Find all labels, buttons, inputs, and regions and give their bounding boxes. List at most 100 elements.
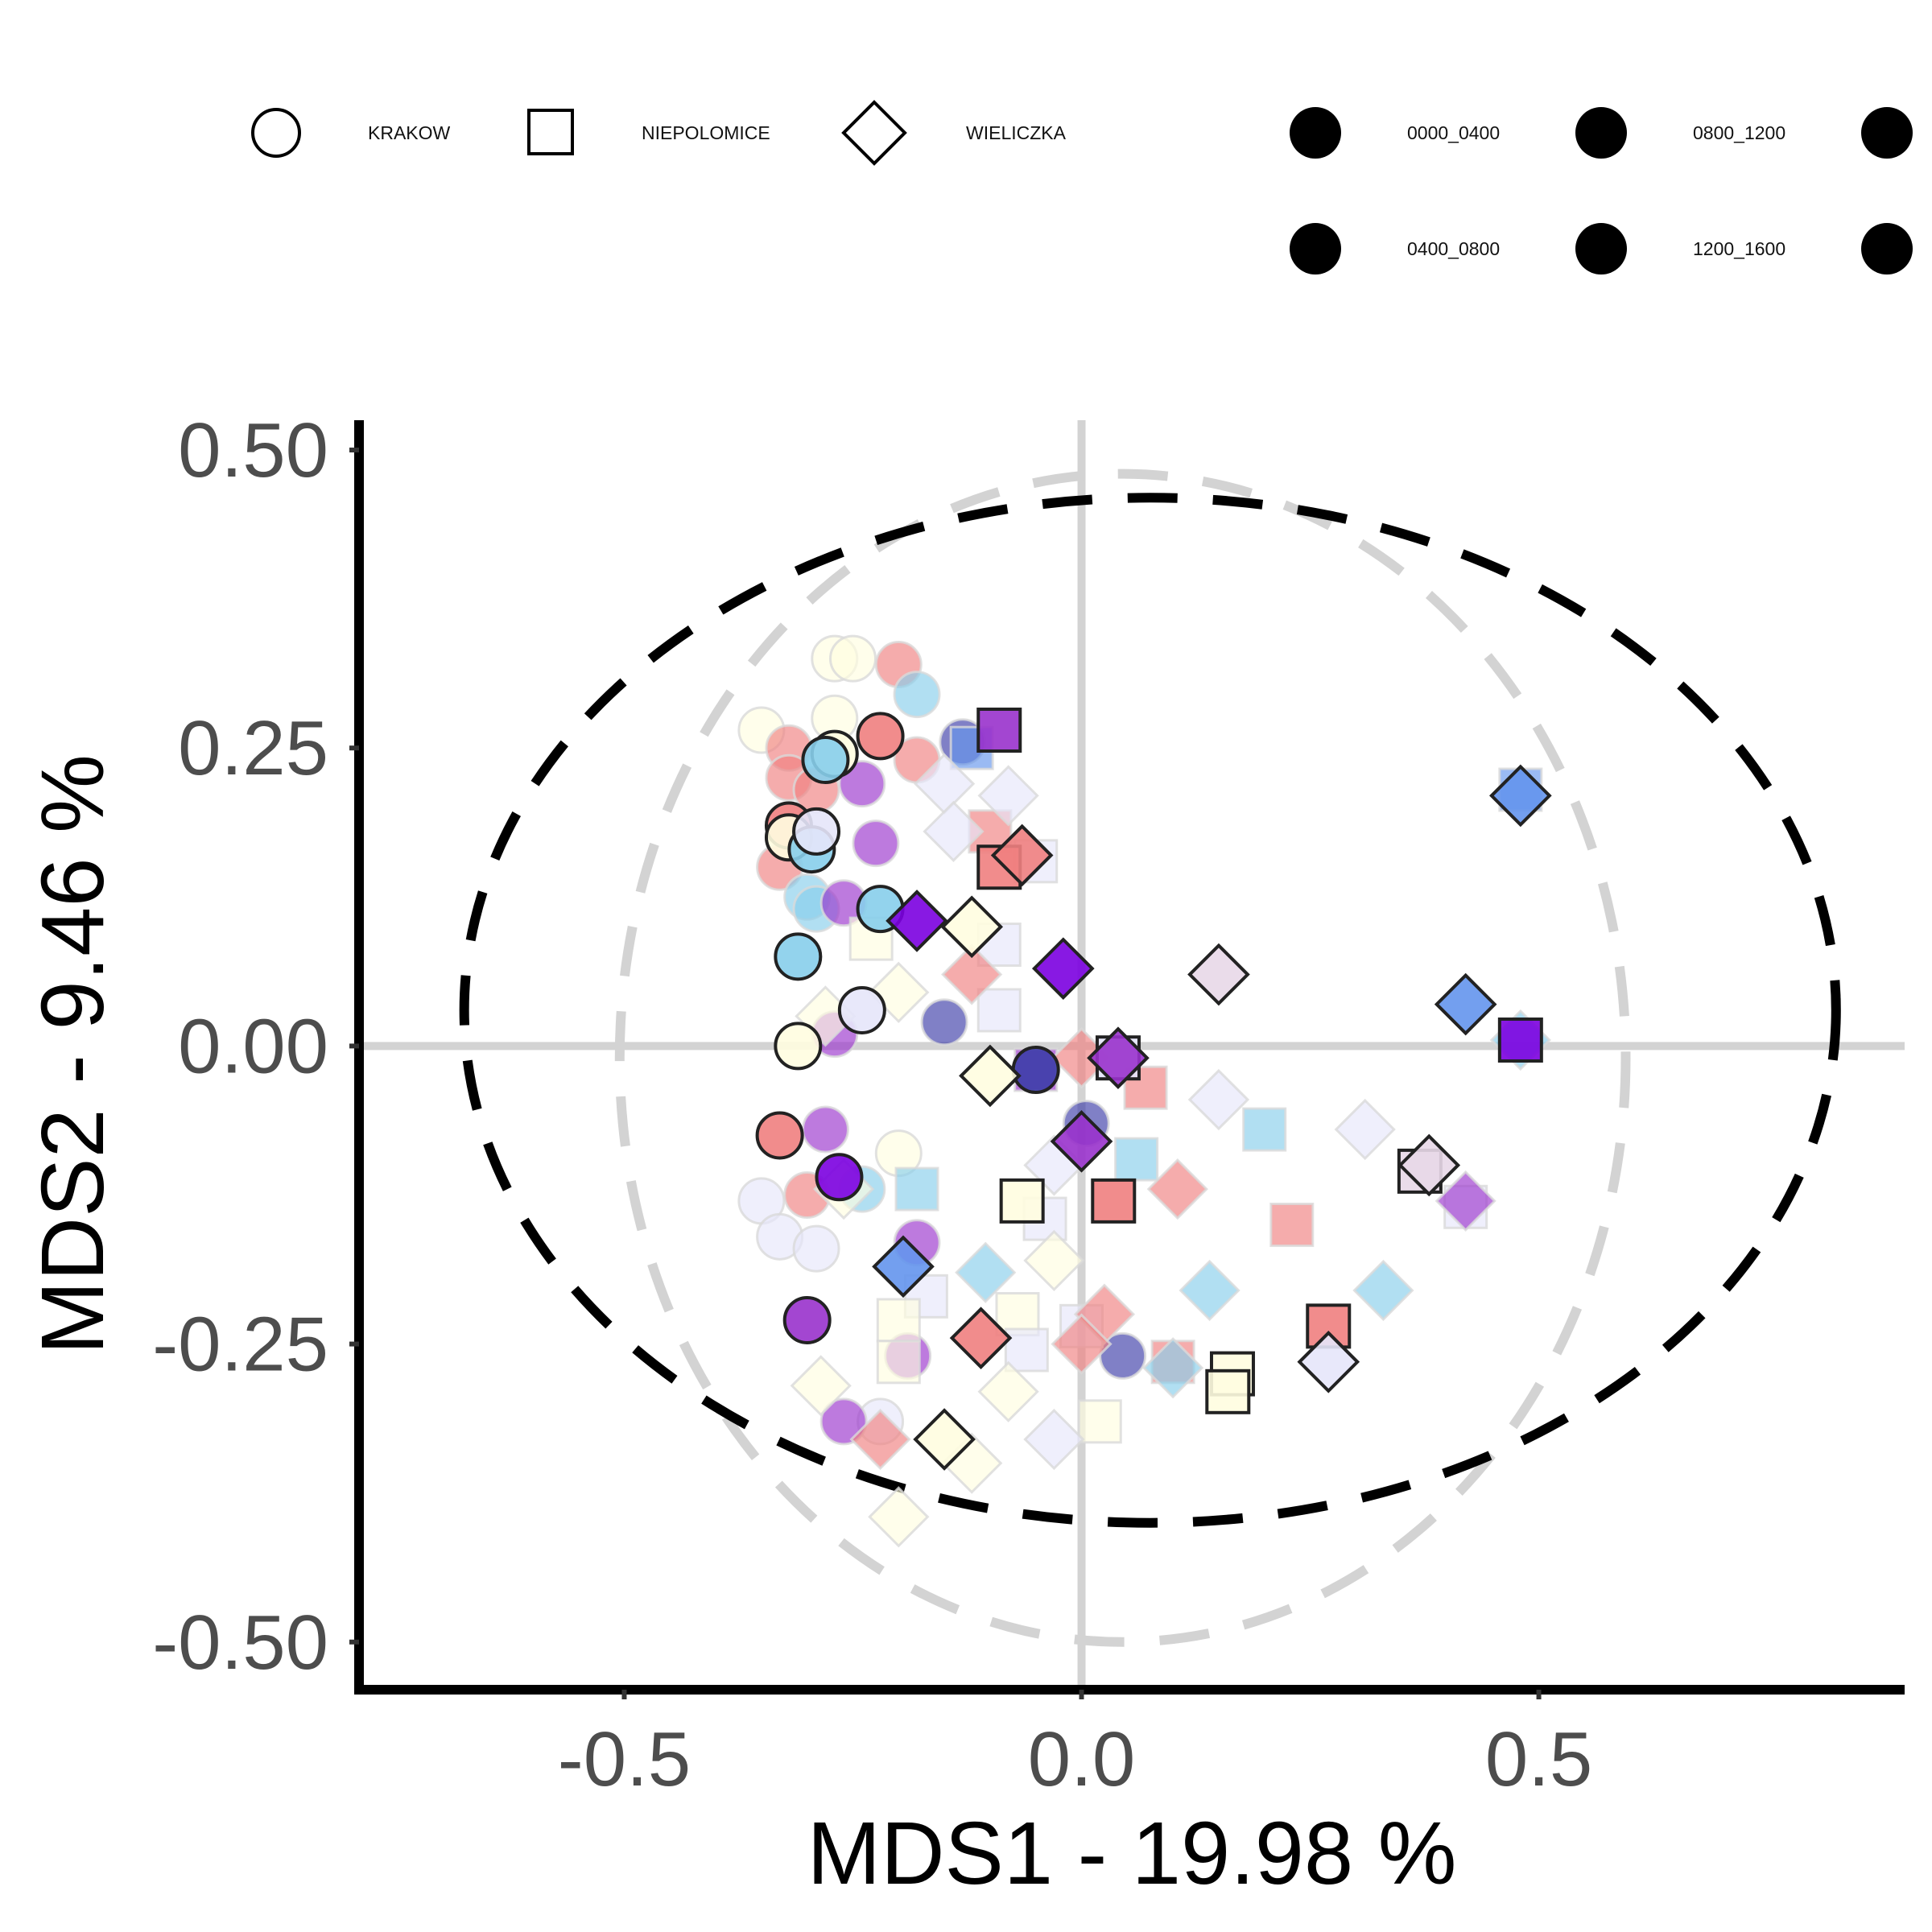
data-point-68 [876,1298,921,1343]
data-point-72 [876,1340,921,1385]
legend-dot-icon [1290,223,1341,275]
legend-dot-icon [1861,107,1913,159]
data-point-76 [1077,1399,1122,1444]
data-point-103 [1023,1229,1085,1292]
y-tick-label-2: 0.25 [178,705,328,791]
legend-time-0400-0800: 0400_0800 [1290,223,1500,275]
data-point-65 [1269,1203,1315,1248]
legend-dot-icon [1575,107,1627,159]
legend-time-1200-1600: 1200_1600 [1575,223,1785,275]
legend-label-time-1: 0000_0400 [1407,122,1500,143]
data-point-34 [815,1153,864,1202]
data-point-84 [990,824,1054,887]
y-axis-ticks: 0.50 0.25 0.00 -0.25 -0.50 [152,407,359,1686]
data-point-59 [1242,1107,1287,1152]
data-point-55 [976,988,1022,1033]
legend-label-wieliczka: WIELICZKA [966,122,1067,143]
data-point-111 [1142,1337,1204,1399]
legend-label-niepolomice: NIEPOLOMICE [642,122,770,143]
data-point-26 [774,932,823,981]
data-point-30 [774,1022,823,1071]
data-point-113 [790,1355,852,1417]
data-point-107 [1352,1259,1414,1322]
ellipse-1 [614,469,1631,1647]
plot-panel [359,420,1905,1690]
data-point-62 [999,1178,1045,1224]
legend-square-icon [527,109,574,155]
data-point-89 [941,943,1003,1005]
legend-dot-icon [1861,223,1913,275]
data-point-116 [913,1408,976,1471]
legend: KRAKOW NIEPOLOMICE WIELICZKA 0000_0400 0… [251,100,1913,275]
legend-shape-krakow: KRAKOW [251,108,451,158]
data-point-112 [1297,1330,1360,1393]
data-point-39 [792,1224,840,1273]
data-point-28 [920,998,968,1046]
x-tick-label-3: 0.5 [1485,1716,1592,1802]
data-point-32 [801,1105,849,1154]
data-point-117 [849,1408,911,1471]
data-point-20 [852,819,900,868]
data-point-100 [1397,1133,1461,1197]
legend-dot-icon [1575,223,1627,275]
data-point-10 [801,736,850,785]
data-point-19 [792,807,841,856]
data-point-82 [977,765,1039,827]
data-point-105 [955,1241,1017,1303]
data-point-2 [828,634,877,683]
x-axis-title: MDS1 - 19.98 % [807,1804,1456,1903]
legend-dot-icon [1290,107,1341,159]
data-point-101 [1435,1170,1496,1232]
x-axis-ticks: -0.5 0.0 0.5 [558,1690,1592,1802]
x-tick-label-2: 0.0 [1028,1716,1135,1802]
legend-label-time-2: 0800_1200 [1693,122,1785,143]
data-points [737,634,1552,1548]
x-tick-label-1: -0.5 [558,1716,691,1802]
data-point-114 [977,1360,1039,1422]
legend-shape-wieliczka: WIELICZKA [841,100,1067,166]
data-point-94 [959,1044,1022,1108]
data-point-104 [872,1235,935,1298]
ellipses [459,469,1841,1647]
data-point-78 [1497,1017,1543,1063]
ellipse-2 [459,493,1841,1528]
data-point-48 [976,707,1022,753]
data-point-85 [886,890,948,952]
legend-time-0000-0400: 0000_0400 [1290,107,1500,159]
y-tick-label-1: 0.50 [178,407,328,493]
data-point-93 [1087,1026,1150,1090]
data-point-121 [1434,972,1497,1036]
data-point-95 [1187,1068,1250,1131]
data-point-61 [894,1166,939,1212]
data-point-110 [1051,1313,1113,1375]
data-point-71 [1004,1327,1049,1373]
legend-shape-niepolomice: NIEPOLOMICE [527,109,770,155]
legend-label-krakow: KRAKOW [368,122,451,143]
data-point-13 [838,760,886,808]
legend-circle-icon [251,108,301,158]
data-point-96 [1334,1098,1396,1161]
data-point-109 [949,1307,1013,1370]
data-point-115 [1023,1408,1085,1471]
data-point-8 [856,712,905,761]
data-point-83 [923,800,985,862]
data-point-4 [893,671,941,719]
data-point-45 [1011,1046,1060,1095]
legend-diamond-icon [841,100,907,166]
data-point-106 [1179,1259,1241,1322]
legend-time-third-col-1 [1861,107,1913,159]
legend-label-time-3: 0400_0800 [1407,238,1500,259]
data-point-44 [819,1397,868,1446]
data-point-87 [1031,937,1095,1000]
legend-time-third-col-2 [1861,223,1913,275]
y-tick-label-4: -0.25 [152,1302,328,1388]
data-point-31 [755,1111,804,1160]
data-point-99 [1146,1158,1208,1220]
legend-time-0800-1200: 0800_1200 [1575,107,1785,159]
data-point-88 [1187,943,1250,1006]
data-point-63 [1091,1178,1137,1224]
data-point-97 [1050,1110,1113,1173]
axes: 0.50 0.25 0.00 -0.25 -0.50 -0.5 0.0 0.5 MDS1 -… [23,407,1905,1903]
data-point-75 [1205,1368,1251,1414]
